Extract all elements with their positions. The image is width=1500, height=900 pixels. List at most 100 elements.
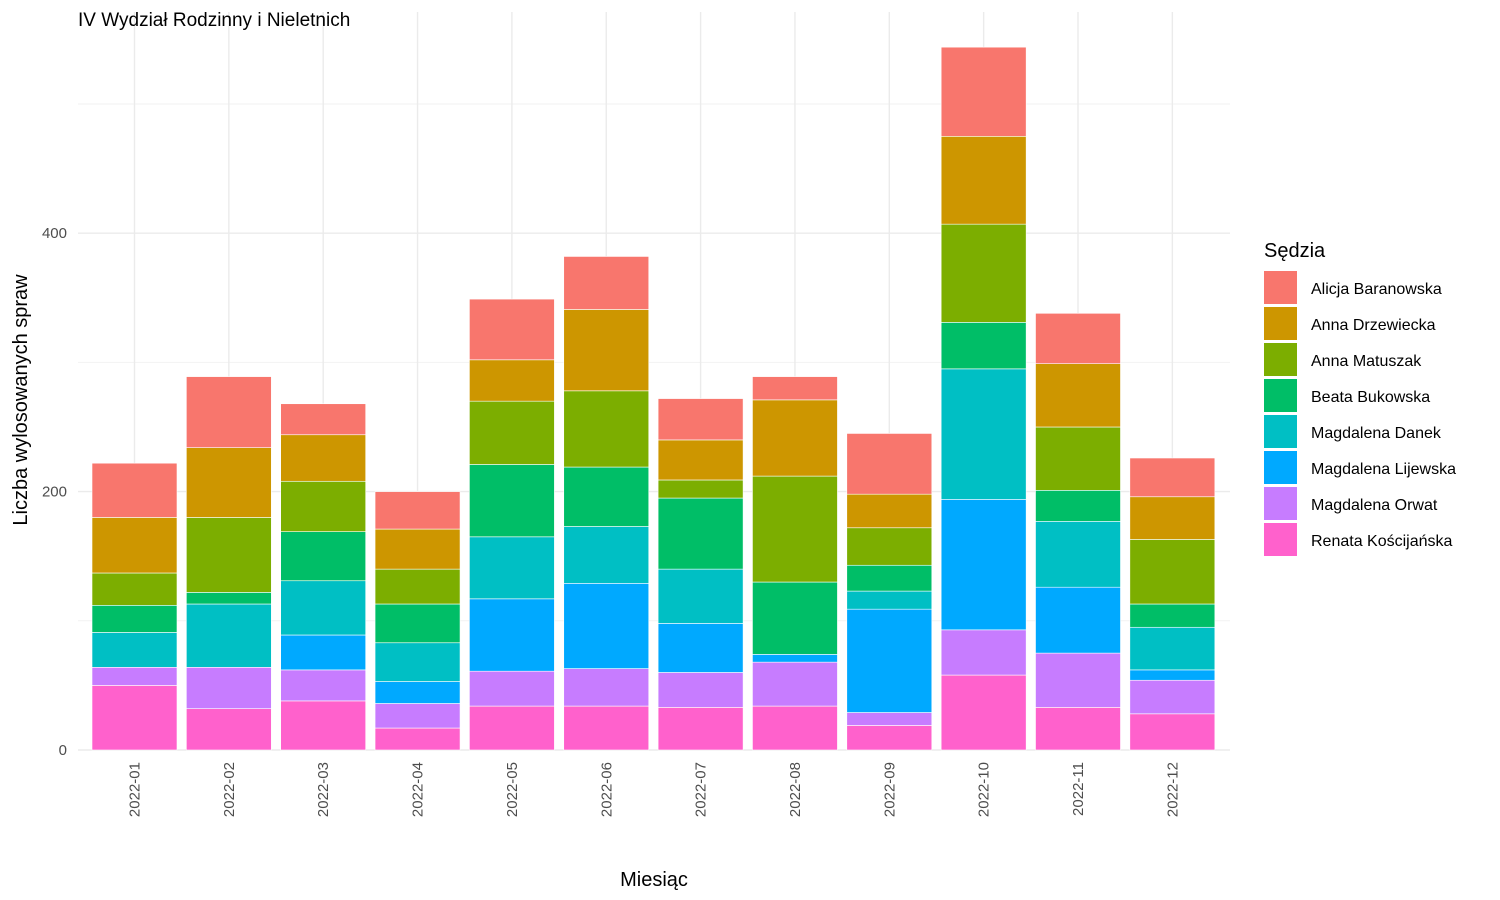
bar-segment (940, 322, 1027, 370)
legend-title: Sędzia (1264, 240, 1326, 262)
bar-segment (469, 400, 555, 465)
bar-segment (752, 376, 838, 401)
bar-segment (752, 399, 838, 477)
x-tick-label: 2022-04 (410, 762, 427, 817)
bar-segment (1129, 679, 1216, 715)
bar-segment (1035, 707, 1121, 751)
bar-segment (563, 256, 650, 310)
bar-segment (469, 598, 555, 672)
legend-label: Alicja Baranowska (1311, 281, 1442, 298)
legend-key (1264, 523, 1297, 556)
y-tick-label: 0 (59, 742, 67, 759)
x-axis-title: Miesiąc (620, 869, 688, 891)
bar-segment (563, 583, 650, 669)
bar-segment (186, 708, 272, 751)
bar-segment (374, 703, 461, 729)
chart-title: IV Wydział Rodzinny i Nieletnich (78, 10, 350, 31)
bar-segment (940, 499, 1027, 631)
legend-key (1264, 343, 1297, 376)
legend-key (1264, 451, 1297, 484)
bar-segment (846, 590, 933, 610)
bar-segment (1129, 669, 1216, 681)
y-tick-label: 200 (42, 484, 67, 501)
bar-segment (469, 705, 555, 751)
bar-segment (280, 480, 367, 532)
legend-key (1264, 415, 1297, 448)
bar-segment (657, 398, 744, 441)
bar-segment (752, 475, 838, 583)
bar-segment (186, 447, 272, 518)
bar-segment (1035, 521, 1121, 588)
bar-segment (563, 526, 650, 584)
bar-segment (563, 390, 650, 468)
x-tick-label: 2022-05 (504, 762, 521, 817)
bar-segment (657, 707, 744, 751)
bar-segment (374, 491, 461, 530)
legend-key (1264, 487, 1297, 520)
bar-segment (846, 712, 933, 726)
bar-segment (1129, 626, 1216, 671)
bar-segment (91, 685, 178, 751)
bar-segment (1035, 363, 1121, 428)
legend-label: Anna Drzewiecka (1311, 317, 1436, 334)
bar-segment (91, 667, 178, 686)
bar-segment (940, 368, 1027, 500)
bar-segment (91, 604, 178, 633)
legend-key (1264, 271, 1297, 304)
bar-segment (752, 654, 838, 663)
x-tick-label: 2022-10 (976, 762, 993, 817)
bar-segment (186, 517, 272, 593)
x-tick-label: 2022-12 (1164, 762, 1181, 817)
bar-segment (1035, 426, 1121, 491)
bar-segment (940, 674, 1027, 751)
x-tick-label: 2022-07 (693, 762, 710, 817)
x-tick-label: 2022-02 (221, 762, 238, 817)
bar-segment (469, 359, 555, 402)
bar-segment (469, 298, 555, 361)
legend: Sędzia Alicja Baranowska Anna Drzewiecka A… (1264, 240, 1456, 556)
bar-segment (940, 46, 1027, 137)
bar-segment (280, 634, 367, 671)
bar-segment (1129, 457, 1216, 498)
bars (91, 46, 1216, 751)
bar-segment (186, 592, 272, 605)
bar-segment (91, 462, 178, 518)
legend-key (1264, 307, 1297, 340)
bar-segment (752, 661, 838, 707)
bar-segment (563, 466, 650, 527)
bar-segment (563, 705, 650, 751)
x-tick-label: 2022-11 (1070, 762, 1087, 816)
bar-segment (186, 603, 272, 668)
bar-segment (1035, 652, 1121, 708)
legend-label: Magdalena Lijewska (1311, 461, 1456, 478)
bar-segment (563, 668, 650, 707)
x-tick-label: 2022-09 (881, 762, 898, 817)
bar-segment (1129, 496, 1216, 540)
bar-segment (846, 725, 933, 751)
bar-segment (657, 439, 744, 481)
bar-segment (374, 528, 461, 570)
bar-segment (280, 700, 367, 751)
bar-segment (374, 642, 461, 682)
bar-segment (846, 433, 933, 495)
bar-segment (1035, 313, 1121, 364)
bar-segment (657, 672, 744, 708)
bar-segment (374, 603, 461, 644)
bar-segment (1129, 603, 1216, 628)
bar-segment (657, 623, 744, 673)
x-tick-label: 2022-06 (598, 762, 615, 817)
bar-segment (940, 223, 1027, 323)
bar-segment (91, 632, 178, 668)
bar-segment (846, 564, 933, 592)
x-axis-ticks: 2022-01 2022-02 2022-03 2022-04 2022-05 2022-… (127, 762, 1182, 817)
bar-segment (657, 497, 744, 570)
x-tick-label: 2022-03 (315, 762, 332, 817)
bar-segment (940, 629, 1027, 676)
bar-segment (1035, 586, 1121, 654)
x-tick-label: 2022-01 (127, 762, 144, 817)
bar-segment (91, 517, 178, 574)
y-axis-title: Liczba wylosowanych spraw (10, 274, 32, 526)
bar-segment (1129, 713, 1216, 751)
bar-segment (846, 493, 933, 529)
bar-segment (657, 479, 744, 499)
